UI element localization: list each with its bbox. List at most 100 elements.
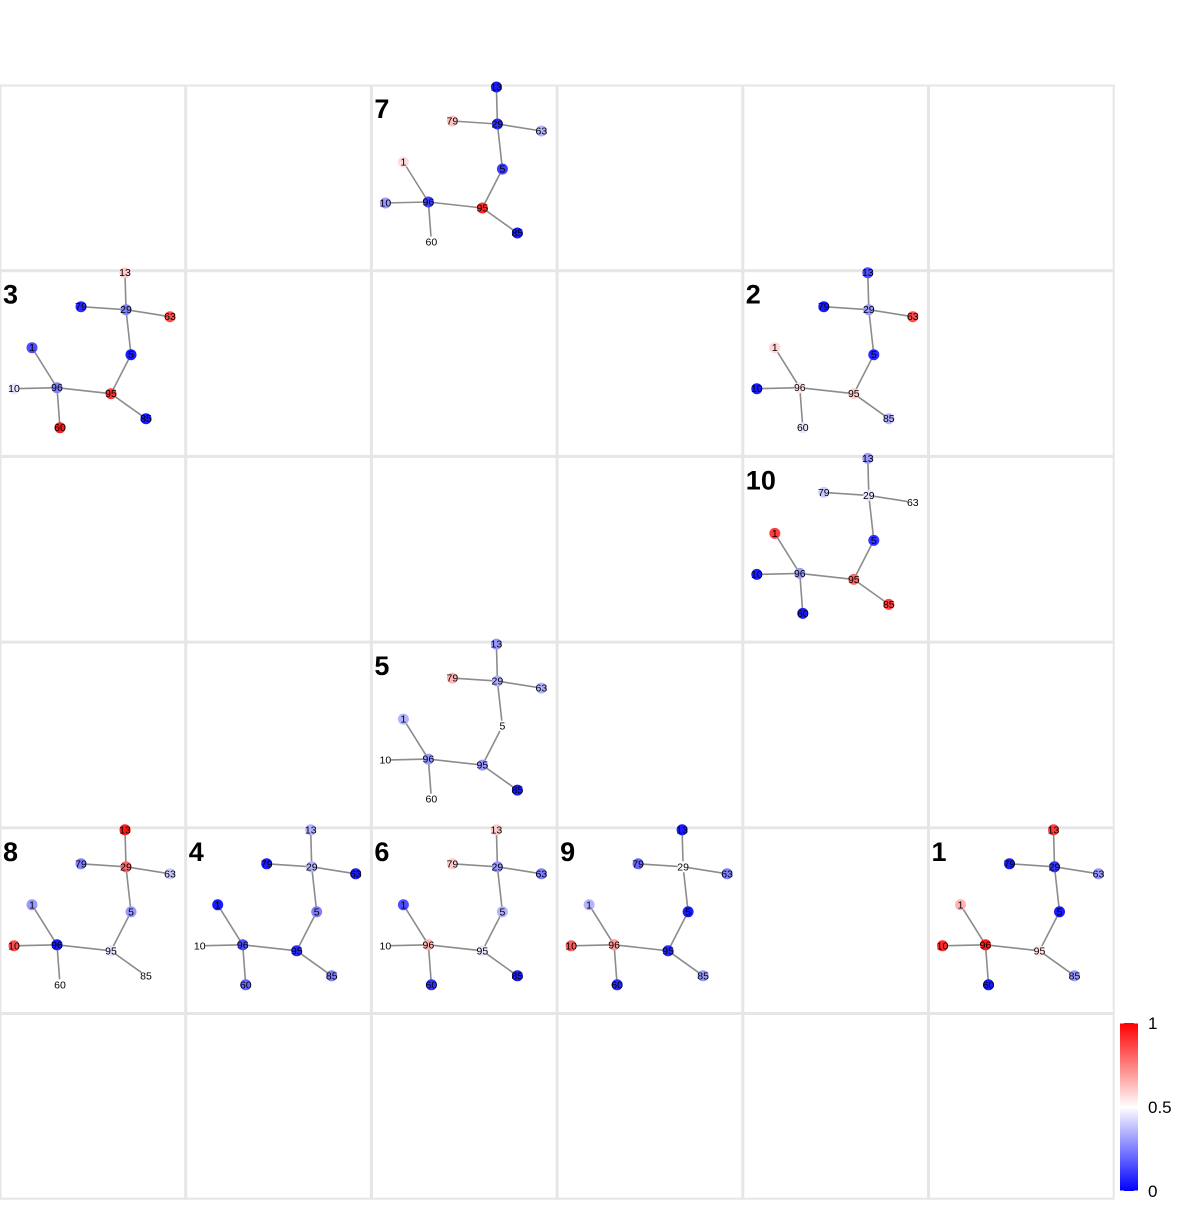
- network-edge: [1038, 911, 1061, 952]
- network-edge: [868, 308, 913, 318]
- network-node: [326, 970, 338, 982]
- network-node: [240, 979, 252, 991]
- network-node: [848, 388, 860, 400]
- network-edge: [984, 944, 990, 985]
- network-edge: [495, 86, 499, 125]
- grid-cell: [556, 827, 744, 1014]
- grid-cell: [928, 827, 1115, 1014]
- node-label: 96: [794, 568, 806, 580]
- network-edge: [868, 309, 875, 355]
- network-panel: 7 79 13 63 29 5 1 10 96 60 95 85: [374, 81, 548, 249]
- node-label: 60: [426, 979, 438, 991]
- network-node: [305, 824, 317, 836]
- network-edge: [867, 272, 870, 310]
- network-edge: [80, 305, 127, 311]
- node-label: 1: [29, 342, 35, 354]
- grid-cell: [928, 455, 1115, 643]
- network-node: [490, 638, 502, 650]
- node-label: 95: [105, 388, 117, 400]
- network-node: [511, 784, 523, 796]
- network-panel: 3 79 13 63 29 5 1 10 96 60 95 85: [3, 267, 176, 434]
- node-label: 5: [499, 164, 505, 176]
- network-edge: [125, 866, 171, 875]
- node-label: 10: [194, 940, 206, 952]
- network-edge: [56, 944, 112, 952]
- network-node: [140, 970, 152, 982]
- node-label: 29: [1049, 861, 1061, 873]
- network-edge: [496, 681, 504, 727]
- network-node: [676, 824, 688, 836]
- network-node: [26, 342, 38, 354]
- network-node: [883, 598, 895, 610]
- panel-label: 8: [3, 837, 18, 867]
- node-label: 85: [512, 228, 524, 240]
- network-node: [125, 349, 137, 361]
- node-group: 79 13 63 29 5 1 10 96 60 95 85: [379, 81, 548, 249]
- node-label: 85: [512, 970, 524, 982]
- network-node: [291, 945, 303, 957]
- network-node: [476, 202, 488, 214]
- network-node: [608, 939, 620, 951]
- network-node: [490, 824, 502, 836]
- edge-group: [385, 829, 542, 985]
- legend-tick-label: 0: [1148, 1182, 1157, 1200]
- network-node: [907, 496, 919, 508]
- network-node: [75, 301, 87, 313]
- node-label: 60: [426, 237, 438, 249]
- network-node: [379, 197, 391, 209]
- node-label: 29: [677, 861, 689, 873]
- node-label: 5: [871, 349, 877, 361]
- network-node: [848, 573, 860, 585]
- node-label: 13: [491, 824, 503, 836]
- network-edge: [942, 944, 986, 947]
- network-edge: [481, 950, 518, 977]
- network-edge: [1053, 866, 1061, 912]
- network-edge: [853, 393, 890, 420]
- network-node: [1049, 861, 1060, 873]
- node-label: 1: [586, 899, 592, 911]
- node-label: 79: [447, 858, 459, 870]
- node-label: 5: [1057, 906, 1063, 918]
- node-label: 5: [499, 721, 505, 733]
- network-node: [721, 868, 733, 880]
- network-node: [51, 939, 63, 951]
- network-edge: [682, 866, 728, 875]
- panel-label: 2: [746, 280, 761, 310]
- network-edge: [452, 677, 498, 682]
- node-label: 5: [871, 535, 877, 547]
- network-node: [937, 940, 948, 952]
- node-label: 5: [128, 349, 134, 361]
- network-edge: [667, 911, 689, 952]
- node-group: 79 13 63 29 5 1 10 96 60 95 85: [937, 824, 1104, 991]
- node-label: 5: [685, 906, 691, 918]
- node-label: 13: [862, 453, 874, 465]
- network-edge: [56, 387, 61, 428]
- node-label: 63: [907, 311, 919, 323]
- network-edge: [428, 944, 483, 952]
- network-node: [1069, 970, 1080, 982]
- node-label: 29: [492, 861, 504, 873]
- network-edge: [613, 944, 618, 985]
- network-edge: [402, 718, 430, 760]
- grid-cell: [370, 84, 558, 272]
- grid-cell: [742, 827, 929, 1014]
- network-edge: [1052, 829, 1056, 867]
- node-label: 63: [536, 126, 548, 138]
- network-node: [863, 489, 875, 501]
- grid-cell: [370, 270, 558, 457]
- panel-label: 4: [189, 837, 204, 867]
- network-node: [697, 970, 709, 982]
- node-group: 79 13 63 29 5 1 10 96 60 95 85: [751, 267, 919, 434]
- network-node: [662, 945, 674, 957]
- node-label: 95: [662, 945, 674, 957]
- node-label: 13: [491, 82, 503, 94]
- network-edge: [402, 904, 430, 946]
- grid-cell: [556, 1013, 744, 1200]
- node-label: 10: [380, 940, 392, 952]
- grid-cell: [370, 827, 558, 1014]
- node-label: 13: [862, 267, 874, 279]
- node-group: 79 13 63 29 5 1 10 96 60 95 85: [751, 452, 919, 620]
- network-node: [491, 675, 503, 687]
- network-node: [425, 979, 437, 991]
- network-node: [863, 304, 875, 316]
